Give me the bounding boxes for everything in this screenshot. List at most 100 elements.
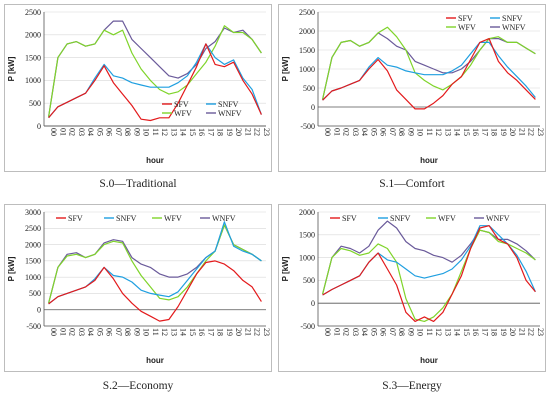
x-tick-label: 05 [369,328,378,336]
x-tick-label: 11 [151,328,160,336]
x-tick-label: 16 [471,328,480,336]
chart-caption-s1: S.1—Comfort [379,178,445,190]
y-tick-label: 1000 [25,273,41,282]
x-tick-label: 08 [123,128,132,136]
y-tick-label: 500 [303,276,315,285]
x-tick-label: 13 [443,128,452,136]
y-axis-label: P [kW] [7,56,16,81]
x-tick-label: 14 [453,128,462,136]
x-tick-label: 17 [480,128,489,136]
legend-label-snfv: SNFV [502,14,523,23]
x-tick-label: 12 [160,328,169,336]
y-tick-label: -500 [300,322,315,331]
x-tick-label: 21 [517,128,526,136]
x-tick-label: 15 [462,328,471,336]
x-tick-label: 02 [68,328,77,336]
x-tick-label: 14 [179,128,188,136]
y-tick-label: -500 [300,122,315,131]
x-tick-label: 20 [234,328,243,336]
x-tick-label: 09 [406,328,415,336]
x-tick-label: 17 [206,128,215,136]
x-tick-label: 03 [77,328,86,336]
x-tick-label: 15 [188,128,197,136]
x-tick-label: 07 [388,128,397,136]
x-tick-label: 08 [397,328,406,336]
x-tick-label: 13 [169,128,178,136]
x-tick-label: 00 [49,328,58,336]
x-tick-label: 14 [179,328,188,336]
y-tick-label: 500 [29,289,41,298]
series-line-sfv [48,260,262,322]
x-tick-label: 03 [351,128,360,136]
chart-panel-s0: 0 500 1000 1500 2000 2500 00 01 02 03 04 05 06 07 08 09… [4,4,272,172]
x-tick-label: 05 [95,328,104,336]
legend-label-sfv: SFV [458,14,473,23]
y-tick-label: 500 [29,99,41,108]
legend-label-sfv: SFV [174,100,189,109]
x-tick-label: 03 [351,328,360,336]
series-line-wfv [48,224,262,304]
y-tick-label: 1000 [299,65,315,74]
y-tick-label: 1500 [299,231,315,240]
x-tick-label: 01 [332,128,341,136]
y-tick-label: 2500 [25,8,41,17]
x-tick-label: 08 [397,128,406,136]
x-axis-label: hour [420,356,438,365]
x-tick-label: 18 [216,128,225,136]
chart-caption-s0: S.0—Traditional [99,178,177,190]
x-tick-label: 10 [416,128,425,136]
y-tick-label: 2500 [25,224,41,233]
y-axis-label: P [kW] [281,256,290,281]
x-tick-label: 05 [95,128,104,136]
x-tick-label: 05 [369,128,378,136]
x-tick-label: 18 [490,128,499,136]
legend-label-wfv: WFV [438,214,456,223]
chart-panel-s1: -500 0 500 1000 1500 2000 2500 00 01 02 03 04 05 06 07… [278,4,546,172]
y-tick-label: 1500 [25,257,41,266]
x-tick-label: 22 [527,128,536,136]
x-tick-label: 08 [123,328,132,336]
x-tick-label: 00 [323,128,332,136]
y-tick-label: 1000 [299,253,315,262]
x-tick-label: 11 [425,128,434,136]
legend-label-sfv: SFV [342,214,357,223]
y-tick-label: 0 [37,306,41,315]
x-tick-label: 19 [499,328,508,336]
x-tick-label: 15 [188,328,197,336]
x-tick-label: 10 [142,328,151,336]
x-tick-label: 16 [197,328,206,336]
x-tick-label: 21 [243,328,252,336]
x-tick-label: 23 [262,328,271,336]
chart-panel-s2: -500 0 500 1000 1500 2000 2500 3000 00 01 02 03 04 05… [4,204,272,372]
series-line-sfv [322,37,536,110]
x-tick-label: 02 [342,328,351,336]
y-tick-label: 2500 [299,8,315,17]
x-tick-label: 03 [77,128,86,136]
x-tick-label: 09 [132,128,141,136]
x-tick-label: 22 [253,128,262,136]
legend-label-wfv: WFV [174,109,192,118]
x-tick-label: 21 [243,128,252,136]
x-tick-label: 16 [197,128,206,136]
legend: SFV SNFV WFV WNFV [56,214,236,223]
chart-svg-s0: 0 500 1000 1500 2000 2500 00 01 02 03 04 05 06 07 08 09… [4,4,272,172]
y-tick-label: 1500 [25,53,41,62]
x-tick-label: 09 [406,128,415,136]
x-axis-label: hour [146,356,164,365]
x-tick-label: 16 [471,128,480,136]
x-tick-label: 04 [86,128,95,136]
y-axis-label: P [kW] [7,256,16,281]
series-line-wfv [48,25,262,117]
y-tick-label: 2000 [25,31,41,40]
series-line-wnfv [322,220,536,295]
x-tick-label: 17 [480,328,489,336]
x-tick-label: 02 [342,128,351,136]
x-tick-label: 12 [434,128,443,136]
y-tick-label: 0 [311,103,315,112]
y-tick-label: 2000 [299,208,315,217]
x-tick-label: 07 [114,328,123,336]
x-tick-label: 23 [536,328,545,336]
x-tick-label: 01 [58,128,67,136]
x-tick-label: 21 [517,328,526,336]
x-tick-label: 15 [462,128,471,136]
